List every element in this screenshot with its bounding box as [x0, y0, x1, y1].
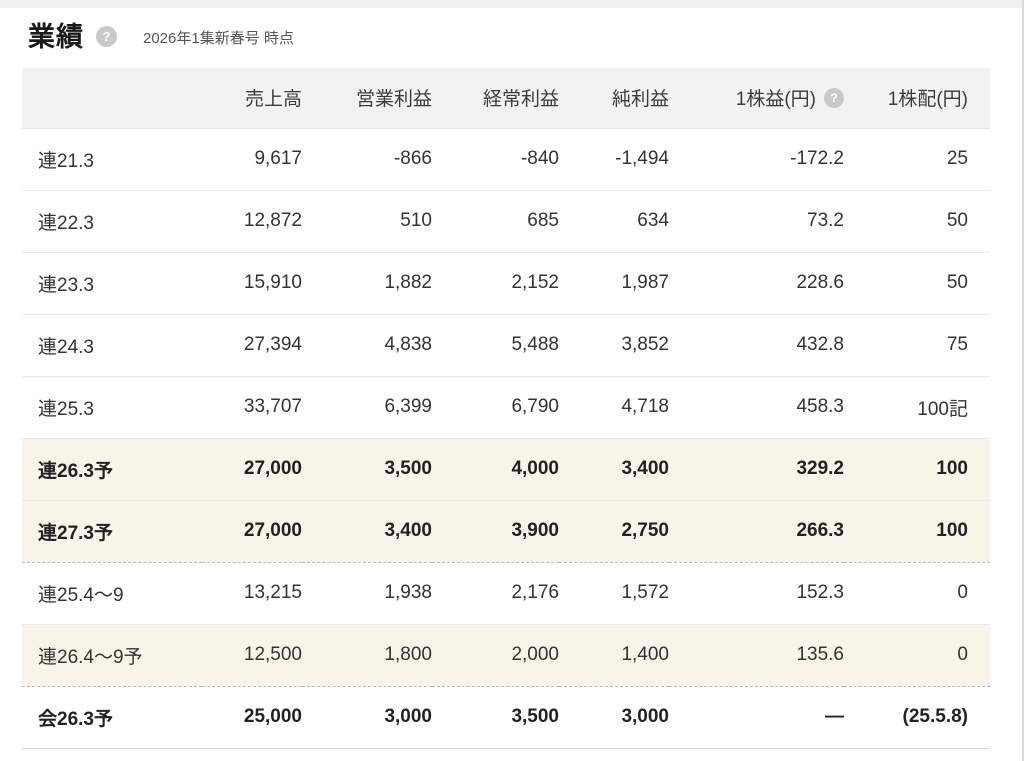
cell-sales: 12,872	[202, 190, 302, 253]
cell-dividend: 50	[844, 252, 990, 315]
table-row: 連27.3予 27,000 3,400 3,900 2,750 266.3 10…	[22, 500, 990, 563]
cell-ordinary-profit: 2,176	[432, 562, 559, 625]
cell-eps: 266.3	[669, 500, 844, 563]
row-label: 連27.3予	[22, 500, 202, 563]
col-header-eps: 1株益(円) ?	[669, 68, 844, 129]
cell-dividend: 100記	[844, 376, 990, 439]
page-title: 業績	[28, 21, 84, 52]
table-row: 連23.3 15,910 1,882 2,152 1,987 228.6 50	[22, 252, 990, 315]
section-header: 業績 ? 2026年1集新春号 時点	[0, 8, 1024, 54]
row-label: 連24.3	[22, 314, 202, 377]
cell-sales: 25,000	[202, 686, 302, 749]
table-row: 連26.4〜9予 12,500 1,800 2,000 1,400 135.6 …	[22, 624, 990, 687]
row-label: 連22.3	[22, 190, 202, 253]
cell-net-profit: 634	[559, 190, 669, 253]
table-row: 連26.3予 27,000 3,500 4,000 3,400 329.2 10…	[22, 438, 990, 501]
cell-sales: 27,394	[202, 314, 302, 377]
cell-ordinary-profit: 3,500	[432, 686, 559, 749]
cell-ordinary-profit: 4,000	[432, 438, 559, 501]
cell-operating-profit: 1,938	[302, 562, 432, 625]
cell-dividend: 25	[844, 128, 990, 191]
help-icon[interactable]: ?	[96, 25, 117, 47]
eps-help-icon[interactable]: ?	[824, 87, 844, 108]
table-row: 連25.3 33,707 6,399 6,790 4,718 458.3 100…	[22, 376, 990, 439]
cell-operating-profit: 1,800	[302, 624, 432, 687]
performance-table: 売上高 営業利益 経常利益 純利益 1株益(円) ? 1株配(円) 連21.3 …	[22, 68, 990, 749]
row-label: 会26.3予	[22, 686, 202, 749]
col-header-sales: 売上高	[202, 68, 302, 129]
row-label: 連26.3予	[22, 438, 202, 501]
cell-net-profit: 2,750	[559, 500, 669, 563]
cell-dividend: 50	[844, 190, 990, 253]
right-edge-border	[1022, 0, 1024, 761]
cell-dividend: 100	[844, 500, 990, 563]
cell-net-profit: 3,400	[559, 438, 669, 501]
cell-operating-profit: 3,500	[302, 438, 432, 501]
cell-ordinary-profit: 2,000	[432, 624, 559, 687]
row-label: 連25.4〜9	[22, 562, 202, 625]
cell-dividend: 75	[844, 314, 990, 377]
cell-net-profit: 4,718	[559, 376, 669, 439]
table-row: 連22.3 12,872 510 685 634 73.2 50	[22, 190, 990, 253]
cell-ordinary-profit: 5,488	[432, 314, 559, 377]
row-label: 連23.3	[22, 252, 202, 315]
cell-operating-profit: 3,400	[302, 500, 432, 563]
cell-sales: 9,617	[202, 128, 302, 191]
cell-ordinary-profit: 685	[432, 190, 559, 253]
cell-ordinary-profit: 3,900	[432, 500, 559, 563]
cell-net-profit: 1,987	[559, 252, 669, 315]
col-header-period	[22, 68, 202, 129]
col-header-ordinary-profit: 経常利益	[432, 68, 559, 129]
cell-sales: 27,000	[202, 438, 302, 501]
cell-sales: 12,500	[202, 624, 302, 687]
table-row: 連24.3 27,394 4,838 5,488 3,852 432.8 75	[22, 314, 990, 377]
cell-net-profit: 1,572	[559, 562, 669, 625]
cell-eps: 432.8	[669, 314, 844, 377]
cell-eps: 228.6	[669, 252, 844, 315]
cell-operating-profit: 3,000	[302, 686, 432, 749]
cell-eps: —	[669, 686, 844, 749]
table-header-row: 売上高 営業利益 経常利益 純利益 1株益(円) ? 1株配(円)	[22, 68, 990, 129]
cell-operating-profit: -866	[302, 128, 432, 191]
cell-eps: -172.2	[669, 128, 844, 191]
cell-eps: 329.2	[669, 438, 844, 501]
row-label: 連21.3	[22, 128, 202, 191]
cell-ordinary-profit: 6,790	[432, 376, 559, 439]
col-header-operating-profit: 営業利益	[302, 68, 432, 129]
table-row: 連25.4〜9 13,215 1,938 2,176 1,572 152.3 0	[22, 562, 990, 625]
cell-ordinary-profit: 2,152	[432, 252, 559, 315]
cell-sales: 15,910	[202, 252, 302, 315]
cell-dividend: 0	[844, 562, 990, 625]
table-row: 会26.3予 25,000 3,000 3,500 3,000 — (25.5.…	[22, 686, 990, 749]
col-header-net-profit: 純利益	[559, 68, 669, 129]
cell-net-profit: 1,400	[559, 624, 669, 687]
cell-net-profit: 3,852	[559, 314, 669, 377]
table-body: 連21.3 9,617 -866 -840 -1,494 -172.2 25 連…	[22, 128, 990, 749]
cell-eps: 73.2	[669, 190, 844, 253]
cell-eps: 458.3	[669, 376, 844, 439]
cell-net-profit: 3,000	[559, 686, 669, 749]
cell-sales: 33,707	[202, 376, 302, 439]
cell-net-profit: -1,494	[559, 128, 669, 191]
row-label: 連25.3	[22, 376, 202, 439]
cell-operating-profit: 6,399	[302, 376, 432, 439]
cell-ordinary-profit: -840	[432, 128, 559, 191]
row-label: 連26.4〜9予	[22, 624, 202, 687]
col-header-dividend: 1株配(円)	[844, 68, 990, 129]
cell-operating-profit: 510	[302, 190, 432, 253]
top-edge-strip	[0, 0, 1024, 8]
edition-subtitle: 2026年1集新春号 時点	[143, 29, 294, 47]
cell-operating-profit: 4,838	[302, 314, 432, 377]
cell-dividend: 100	[844, 438, 990, 501]
col-header-eps-label: 1株益(円)	[735, 89, 816, 111]
cell-operating-profit: 1,882	[302, 252, 432, 315]
cell-eps: 135.6	[669, 624, 844, 687]
cell-sales: 27,000	[202, 500, 302, 563]
table-row: 連21.3 9,617 -866 -840 -1,494 -172.2 25	[22, 128, 990, 191]
cell-eps: 152.3	[669, 562, 844, 625]
cell-dividend: (25.5.8)	[844, 686, 990, 749]
cell-dividend: 0	[844, 624, 990, 687]
cell-sales: 13,215	[202, 562, 302, 625]
